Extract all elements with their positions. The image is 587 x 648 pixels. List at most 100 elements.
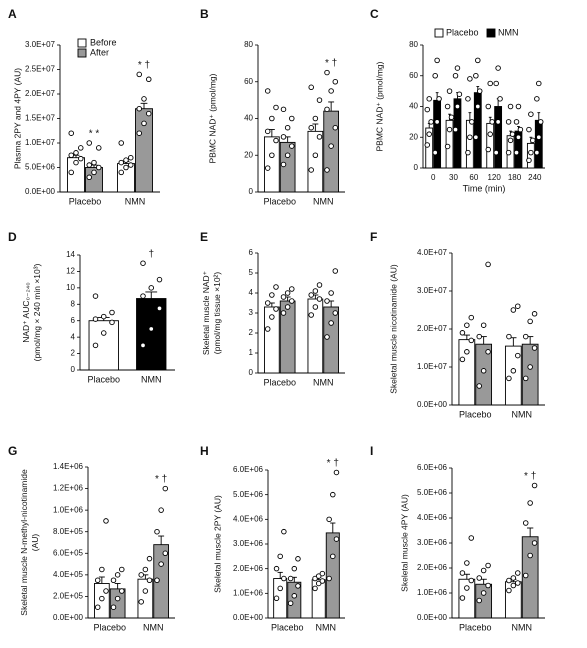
y-axis-label: PBMC NAD⁺ (pmol/mg): [207, 73, 217, 163]
data-point: [269, 115, 275, 122]
data-point: [526, 157, 532, 164]
data-point: [527, 500, 533, 506]
data-point: [436, 96, 442, 102]
data-point: [424, 142, 431, 148]
significance-mark: * †: [524, 471, 536, 482]
data-point: [78, 145, 84, 151]
data-point: [92, 293, 99, 299]
y-tick-label: 4: [249, 288, 254, 297]
data-point: [141, 120, 147, 127]
data-point: [527, 552, 533, 559]
data-point: [148, 285, 154, 291]
y-axis-label: Skeletal muscle NAD⁺: [201, 270, 211, 355]
data-point: [146, 577, 153, 584]
data-point: [118, 169, 124, 176]
data-point: [493, 149, 499, 156]
data-point: [446, 126, 453, 133]
data-point: [432, 149, 438, 156]
legend-label: After: [90, 47, 109, 57]
data-point: [315, 580, 322, 587]
x-tick-label: Placebo: [69, 196, 102, 206]
y-axis-label: NAD⁺ AUC₀₋₂₄₀: [21, 282, 31, 343]
data-point: [281, 575, 287, 582]
data-point: [485, 261, 491, 268]
data-point: [312, 575, 318, 582]
x-tick-label: 0: [431, 173, 436, 182]
y-tick-label: 2: [249, 328, 254, 337]
y-tick-label: 0: [414, 163, 419, 172]
bar: [323, 306, 339, 374]
y-tick-label: 14: [66, 250, 75, 259]
y-tick-label: 2.0E+05: [53, 592, 84, 601]
data-point: [281, 528, 287, 535]
data-point: [510, 575, 517, 581]
data-point: [269, 314, 275, 320]
y-axis-label: Skeletal muscle 4PY (AU): [399, 494, 409, 592]
data-point: [86, 162, 92, 168]
x-tick-label: Placebo: [87, 374, 120, 384]
data-point: [476, 575, 482, 581]
y-tick-label: 6: [249, 248, 254, 257]
data-point: [452, 72, 459, 79]
data-point: [154, 577, 160, 584]
data-point: [308, 167, 314, 173]
data-point: [537, 119, 544, 125]
y-tick-label: 2.5E+07: [25, 65, 56, 74]
data-point: [92, 342, 99, 349]
data-point: [485, 103, 492, 110]
data-point: [273, 595, 280, 602]
y-tick-label: 3.0E+06: [233, 539, 264, 548]
data-point: [473, 134, 479, 140]
data-point: [312, 288, 319, 294]
data-point: [141, 96, 147, 102]
data-point: [468, 314, 475, 321]
data-point: [273, 565, 280, 572]
y-axis-label: (pmol/mg tissue ×10²): [212, 272, 222, 355]
y-tick-label: 80: [244, 40, 253, 49]
data-point: [332, 310, 339, 316]
data-point: [96, 145, 102, 151]
data-point: [142, 566, 149, 573]
data-point: [264, 128, 271, 135]
data-point: [536, 134, 542, 140]
data-point: [426, 131, 432, 137]
data-point: [277, 585, 283, 592]
data-point: [485, 562, 491, 569]
data-point: [312, 304, 319, 310]
data-point: [280, 134, 287, 140]
data-point: [91, 159, 97, 166]
data-point: [324, 334, 330, 340]
data-point: [156, 276, 163, 283]
data-point: [114, 595, 121, 602]
x-tick-label: NMN: [316, 622, 337, 632]
data-point: [99, 566, 105, 573]
data-point: [269, 152, 275, 158]
x-tick-label: Placebo: [263, 377, 296, 387]
data-point: [146, 110, 152, 117]
x-tick-label: Placebo: [459, 409, 492, 419]
y-tick-label: 0.0E+00: [53, 613, 84, 622]
data-point: [277, 553, 283, 560]
data-point: [142, 588, 149, 594]
data-point: [295, 583, 301, 589]
data-point: [110, 604, 117, 610]
data-point: [468, 337, 475, 344]
data-point: [515, 570, 521, 576]
panel-letter: I: [370, 444, 373, 458]
y-tick-label: 10: [66, 283, 75, 292]
y-tick-label: 1.0E+06: [53, 505, 84, 514]
data-point: [515, 103, 522, 110]
data-point: [467, 76, 473, 82]
data-point: [68, 169, 74, 176]
data-point: [464, 349, 470, 355]
data-point: [73, 150, 79, 156]
data-point: [100, 330, 107, 336]
data-point: [505, 149, 512, 156]
data-point: [140, 342, 146, 349]
data-point: [332, 78, 339, 85]
y-axis-label: (pmol/mg × 240 min ×10³): [32, 263, 42, 361]
significance-mark: * †: [155, 474, 167, 485]
x-tick-label: Placebo: [93, 622, 126, 632]
x-tick-label: 180: [508, 173, 522, 182]
